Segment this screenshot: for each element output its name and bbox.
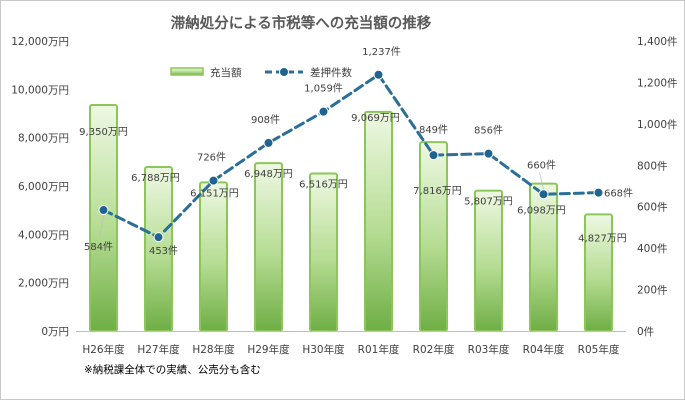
bar-series	[89, 104, 613, 332]
bar-data-label: 6,788万円	[131, 173, 180, 184]
line-data-label: 453件	[149, 245, 178, 257]
bar-data-label: 6,151万円	[190, 188, 239, 199]
line-point	[208, 175, 219, 186]
x-axis: H26年度 H27年度 H28年度 H29年度 H30年度 R01年度 R02年度 R03年度…	[76, 331, 626, 356]
left-axis-tick-label: 6,000万円	[18, 181, 69, 193]
line-data-label: 726件	[197, 152, 226, 164]
right-axis-tick-label: 0件	[637, 326, 654, 338]
bar-data-label: 6,516万円	[299, 180, 348, 191]
chart-title: 滞納処分による市税等への充当額の推移	[171, 14, 432, 32]
line-point	[318, 106, 329, 117]
line-point	[153, 232, 164, 243]
label-leader-line	[539, 172, 544, 190]
left-axis-tick-label: 4,000万円	[18, 229, 69, 241]
line-point	[593, 187, 604, 198]
legend: 充当額 差押件数	[170, 66, 352, 79]
left-axis-tick-label: 8,000万円	[18, 133, 69, 145]
line-point	[483, 148, 494, 159]
x-axis-tick-label: H26年度	[82, 343, 125, 356]
bar	[254, 162, 283, 332]
line-path	[102, 72, 600, 239]
legend-line-marker	[279, 67, 289, 77]
legend-bar-swatch	[170, 67, 204, 76]
line-point	[373, 69, 384, 80]
right-axis-tick-label: 800件	[637, 160, 668, 172]
line-point	[98, 205, 109, 216]
x-axis-tick-label: R04年度	[523, 343, 565, 356]
bar-data-label: 9,350万円	[79, 127, 128, 138]
left-axis-tick-label: 2,000万円	[18, 278, 69, 290]
line-point	[538, 189, 549, 200]
line-data-label: 849件	[419, 124, 448, 136]
bar	[309, 172, 338, 332]
line-series: 9,350万円 6,788万円 6,151万円 6,948万円 6,516万円 9,069…	[79, 46, 633, 257]
x-axis-tick-label: R02年度	[413, 343, 455, 356]
x-axis-tick-label: H30年度	[302, 343, 345, 356]
x-axis-tick-label: R05年度	[578, 343, 620, 356]
x-axis-tick-label: H27年度	[137, 343, 180, 356]
legend-bar-label: 充当額	[210, 66, 242, 79]
x-axis-tick-label: R01年度	[358, 343, 400, 356]
bar	[474, 189, 503, 332]
line-data-label: 908件	[251, 114, 280, 126]
right-axis-tick-label: 400件	[637, 243, 668, 255]
line-point	[263, 137, 274, 148]
bar-data-label: 9,069万円	[351, 113, 400, 124]
left-axis: 0万円 2,000万円 4,000万円 6,000万円 8,000万円 10,000万円 1…	[11, 36, 69, 338]
x-axis-tick-label: R03年度	[468, 343, 510, 356]
bar	[364, 110, 393, 332]
bar	[584, 213, 613, 332]
x-axis-tick-label: H28年度	[192, 343, 235, 356]
left-axis-tick-label: 0万円	[41, 326, 69, 338]
bar-data-label: 6,098万円	[517, 206, 566, 217]
bar	[419, 141, 448, 332]
left-axis-tick-label: 12,000万円	[11, 36, 69, 48]
label-leader-line	[99, 215, 104, 239]
line-point	[428, 150, 439, 161]
line-data-label: 1,237件	[362, 46, 401, 58]
right-axis-tick-label: 1,400件	[637, 36, 678, 48]
bar-data-label: 5,807万円	[464, 197, 513, 208]
bar-data-label: 7,816万円	[413, 186, 462, 197]
bar-data-label: 4,827万円	[578, 233, 627, 244]
x-axis-tick-label: H29年度	[247, 343, 290, 356]
left-axis-tick-label: 10,000万円	[11, 84, 69, 96]
right-axis: 0件 200件 400件 600件 800件 1,000件 1,200件 1,400件	[637, 36, 678, 338]
line-data-label: 1,059件	[304, 83, 343, 95]
footnote: ※納税課全体での実績、公売分も含む	[84, 363, 261, 376]
right-axis-tick-label: 600件	[637, 202, 668, 214]
legend-line-label: 差押件数	[310, 66, 352, 79]
bar-data-label: 6,948万円	[244, 169, 293, 180]
right-axis-tick-label: 1,200件	[637, 77, 678, 89]
line-data-label: 856件	[474, 125, 503, 137]
bar	[199, 181, 228, 332]
line-data-label: 584件	[84, 241, 113, 253]
line-data-label: 660件	[527, 159, 556, 171]
line-data-label: 668件	[604, 188, 633, 200]
right-axis-tick-label: 200件	[637, 285, 668, 297]
right-axis-tick-label: 1,000件	[637, 119, 678, 131]
